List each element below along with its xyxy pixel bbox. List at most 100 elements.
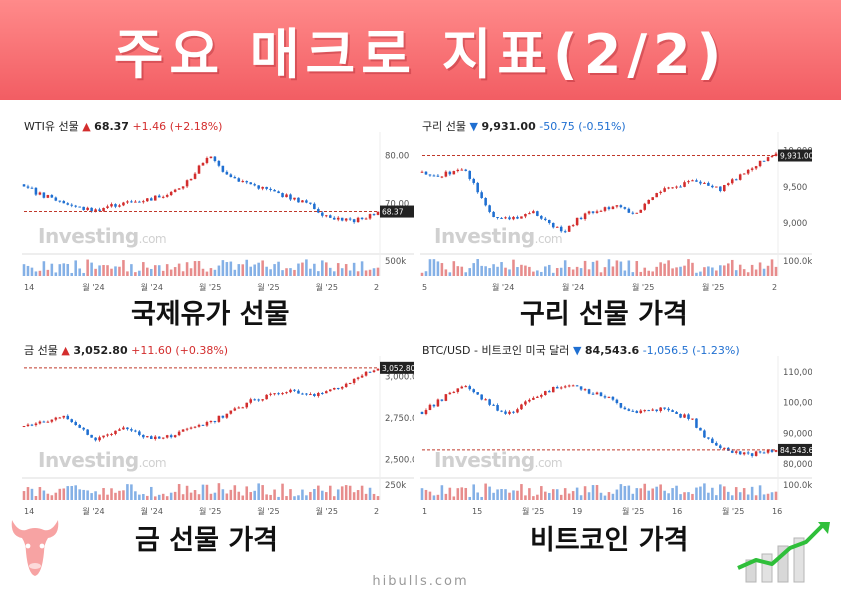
volume-bar (181, 494, 185, 500)
chart-wti: 80.00 70.00 500k 14 월 '24 월 '24 월 '25 월 '25 월 '2… (22, 132, 414, 292)
candle-body (253, 184, 256, 186)
candle-body (583, 389, 587, 391)
volume-bar (615, 260, 619, 276)
volume-bar (651, 488, 654, 500)
volume-bar (758, 485, 762, 500)
volume-bar (440, 485, 444, 500)
candle-body (448, 171, 452, 175)
candle-body (738, 451, 742, 455)
volume-bar (635, 261, 639, 276)
volume-bar (436, 261, 440, 276)
candle-body (719, 186, 722, 192)
volume-bar (711, 267, 714, 276)
panel-header: 구리 선물 ▼ 9,931.00 -50.75 (-0.51%) (422, 118, 626, 134)
candle-body (257, 399, 260, 401)
growth-chart-icon (737, 522, 830, 583)
volume-bar (567, 267, 571, 276)
x-tick-label: 19 (572, 507, 582, 516)
volume-bar (623, 270, 627, 276)
volume-bar (46, 493, 50, 500)
candle-body (611, 206, 615, 210)
volume-bar (134, 272, 137, 276)
volume-bar (332, 496, 336, 500)
volume-bar (74, 485, 77, 500)
volume-bar (746, 494, 750, 500)
candle-body (146, 436, 149, 438)
volume-bar (579, 268, 583, 276)
y-tick-label: 100,000 (783, 399, 812, 409)
candle-body (452, 391, 456, 393)
candle-body (595, 211, 599, 213)
volume-bar (723, 265, 726, 276)
candle-body (436, 175, 440, 177)
candle-body (209, 420, 213, 423)
volume-bar (356, 490, 360, 500)
volume-bar (679, 266, 682, 276)
x-tick-label: 월 '25 (622, 506, 644, 516)
volume-bar (110, 488, 113, 500)
volume-bar (472, 484, 475, 500)
candle-body (492, 211, 495, 218)
current-price-label: 84,543.60 (780, 446, 812, 455)
candle-body (157, 195, 161, 198)
volume-bar (555, 268, 559, 276)
candle-body (571, 225, 575, 227)
candle-body (181, 186, 185, 189)
candle-body (440, 399, 444, 401)
candle-body (78, 424, 81, 428)
candle-body (460, 169, 464, 171)
price-value: 84,543.6 (584, 344, 640, 357)
candle-body (643, 203, 647, 210)
candle-body (213, 420, 217, 422)
candle-body (691, 180, 694, 182)
volume-bar (257, 262, 260, 276)
volume-bar (663, 263, 666, 276)
volume-bar (520, 264, 523, 276)
candle-body (440, 176, 444, 178)
candle-body (651, 197, 654, 200)
candle-body (715, 442, 718, 446)
y-tick-label: 110,000 (783, 368, 812, 378)
candle-body (583, 213, 587, 220)
volume-bar (98, 265, 101, 276)
candle-body (50, 419, 54, 422)
change-percent: (+0.38%) (175, 344, 229, 357)
candle-body (110, 204, 113, 207)
candle-body (528, 213, 531, 215)
caption-copper: 구리 선물 가격 (520, 299, 688, 330)
volume-bar (723, 486, 726, 500)
candle-body (372, 214, 376, 216)
candle-body (635, 411, 639, 413)
volume-bar (707, 266, 710, 276)
candle-body (221, 415, 225, 418)
candle-body (758, 451, 762, 453)
volume-bar (524, 495, 527, 500)
volume-bar (460, 487, 464, 500)
volume-bar (114, 492, 117, 500)
volume-bar (631, 493, 635, 500)
candle-body (587, 211, 591, 214)
volume-bar (130, 484, 133, 500)
candle-body (623, 407, 627, 410)
chart-gold: 3,000.00 2,750.00 2,500.00 250k 14 월 '24 월 '24… (22, 356, 414, 516)
candle-body (233, 408, 237, 411)
volume-bar (277, 496, 280, 500)
candle-body (488, 399, 491, 405)
candle-body (548, 219, 551, 223)
x-tick-label: 15 (472, 507, 482, 516)
volume-bar (766, 265, 770, 276)
candle-body (201, 162, 205, 166)
candle-body (647, 199, 650, 204)
candle-body (723, 447, 726, 449)
caption-gold: 금 선물 가격 (135, 525, 278, 556)
candle-body (695, 180, 698, 182)
candle-body (595, 392, 599, 395)
volume-bar (229, 261, 233, 276)
candle-body (504, 217, 507, 219)
volume-bar (328, 267, 332, 276)
volume-bar (762, 268, 766, 276)
volume-bar (70, 272, 74, 276)
candle-body (285, 194, 288, 198)
volume-bar (285, 268, 288, 276)
volume-bar (297, 495, 300, 500)
